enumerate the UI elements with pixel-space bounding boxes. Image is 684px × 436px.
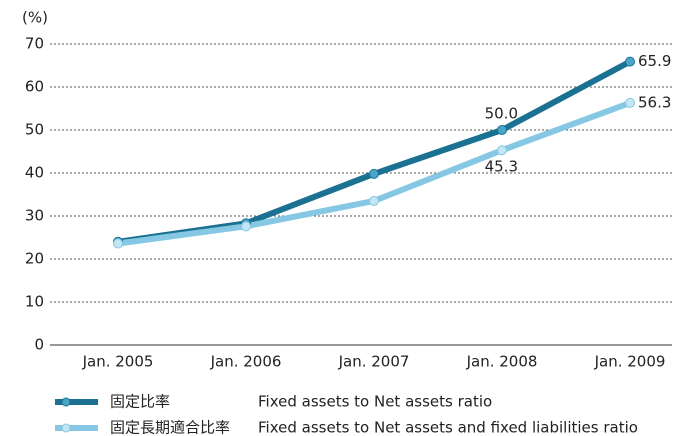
x-tick-label: Jan. 2009 bbox=[594, 353, 666, 371]
point bbox=[369, 195, 379, 206]
legend-description: Fixed assets to Net assets and fixed lia… bbox=[258, 419, 638, 436]
data-label: 45.3 bbox=[485, 158, 518, 176]
y-tick-label: 0 bbox=[34, 336, 44, 354]
point bbox=[625, 97, 635, 108]
data-label: 65.9 bbox=[638, 52, 671, 70]
y-tick-label: 40 bbox=[25, 164, 44, 182]
legend-marker bbox=[61, 423, 71, 433]
point bbox=[625, 56, 635, 67]
y-tick-label: 10 bbox=[25, 293, 44, 311]
y-tick-label: 20 bbox=[25, 250, 44, 268]
y-tick-label: 60 bbox=[25, 78, 44, 96]
x-tick-label: Jan. 2007 bbox=[338, 353, 410, 371]
y-tick-label: 70 bbox=[25, 35, 44, 53]
x-tick-label: Jan. 2008 bbox=[466, 353, 538, 371]
legend-label: 固定長期適合比率 bbox=[110, 419, 230, 436]
legend-description: Fixed assets to Net assets ratio bbox=[258, 393, 492, 411]
x-tick-label: Jan. 2005 bbox=[82, 353, 154, 371]
data-label: 50.0 bbox=[485, 105, 518, 123]
data-label: 56.3 bbox=[638, 93, 671, 111]
point bbox=[369, 168, 379, 179]
point bbox=[241, 221, 251, 232]
y-unit: (%) bbox=[22, 9, 48, 27]
y-tick-label: 30 bbox=[25, 207, 44, 225]
series-line bbox=[117, 58, 632, 245]
legend-marker bbox=[61, 397, 71, 407]
point bbox=[113, 238, 123, 249]
point bbox=[497, 145, 507, 156]
point bbox=[497, 125, 507, 135]
legend-label: 固定比率 bbox=[110, 393, 170, 411]
x-tick-label: Jan. 2006 bbox=[210, 353, 282, 371]
y-tick-label: 50 bbox=[25, 121, 44, 139]
